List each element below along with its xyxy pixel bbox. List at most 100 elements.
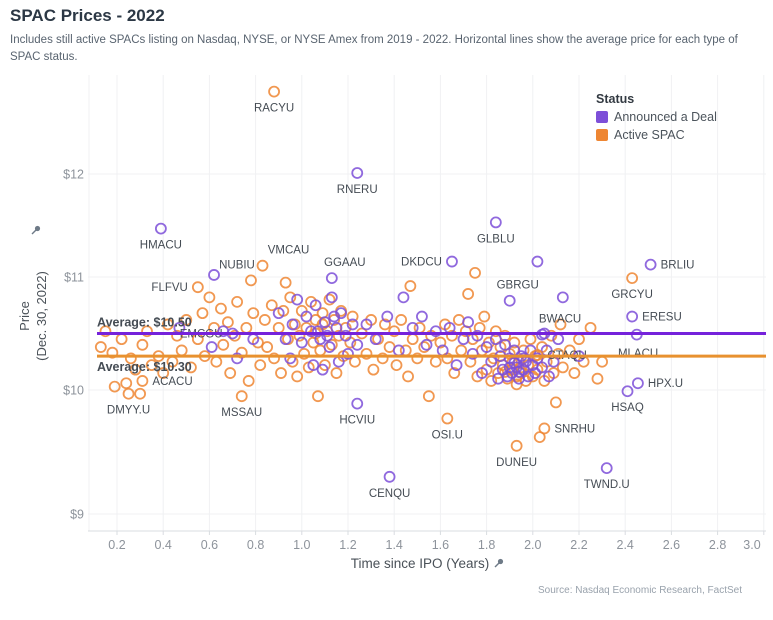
scatter-point[interactable] (120, 377, 133, 390)
scatter-point[interactable] (446, 329, 458, 342)
scatter-point[interactable] (145, 359, 158, 372)
scatter-point[interactable] (122, 387, 135, 400)
scatter-point[interactable] (531, 255, 544, 268)
scatter-point[interactable] (621, 385, 634, 398)
scatter-point[interactable] (157, 367, 170, 379)
scatter-point[interactable] (351, 338, 364, 351)
scatter-point[interactable] (487, 352, 500, 365)
scatter-point[interactable] (300, 310, 313, 323)
scatter-point[interactable] (342, 347, 354, 360)
scatter-point[interactable] (591, 372, 604, 385)
scatter-point[interactable] (538, 422, 551, 435)
scatter-point[interactable] (268, 85, 280, 98)
scatter-point[interactable] (242, 375, 255, 387)
scatter-point[interactable] (235, 390, 248, 403)
scatter-point[interactable] (381, 310, 394, 323)
scatter-point[interactable] (422, 390, 435, 403)
scatter-point[interactable] (217, 338, 230, 351)
scatter-point[interactable] (510, 439, 523, 452)
scatter-point[interactable] (245, 274, 257, 287)
scatter-point[interactable] (524, 333, 537, 346)
scatter-point[interactable] (161, 318, 174, 331)
scatter-point[interactable] (108, 380, 121, 393)
scatter-point[interactable] (221, 316, 234, 329)
scatter-point[interactable] (309, 299, 322, 312)
scatter-point[interactable] (136, 375, 149, 387)
scatter-point[interactable] (379, 318, 391, 331)
scatter-point[interactable] (265, 299, 278, 312)
y-axis-pin-icon[interactable] (30, 224, 42, 236)
scatter-point[interactable] (480, 341, 493, 353)
scatter-point[interactable] (529, 367, 542, 379)
scatter-point[interactable] (556, 361, 569, 374)
scatter-point[interactable] (346, 310, 359, 323)
scatter-point[interactable] (489, 216, 502, 229)
scatter-point[interactable] (321, 329, 334, 342)
scatter-point[interactable] (175, 344, 188, 357)
scatter-point[interactable] (185, 361, 197, 374)
scatter-point[interactable] (429, 325, 442, 338)
scatter-point[interactable] (478, 310, 491, 323)
scatter-point[interactable] (596, 355, 608, 368)
scatter-point[interactable] (305, 325, 317, 338)
scatter-point[interactable] (469, 266, 481, 279)
scatter-point[interactable] (446, 255, 458, 268)
scatter-point[interactable] (208, 269, 220, 281)
scatter-point[interactable] (455, 344, 468, 357)
scatter-point[interactable] (600, 462, 613, 475)
scatter-point[interactable] (351, 167, 364, 179)
scatter-point[interactable] (291, 293, 304, 306)
scatter-point[interactable] (550, 396, 562, 409)
scatter-point[interactable] (441, 412, 454, 425)
scatter-point[interactable] (99, 325, 112, 338)
scatter-point[interactable] (215, 302, 227, 315)
scatter-point[interactable] (298, 347, 311, 360)
scatter-point[interactable] (240, 321, 253, 334)
scatter-point[interactable] (644, 258, 657, 271)
scatter-point[interactable] (556, 291, 569, 304)
scatter-point[interactable] (450, 359, 463, 372)
scatter-point[interactable] (397, 291, 410, 304)
scatter-point[interactable] (390, 359, 403, 372)
scatter-point[interactable] (275, 367, 287, 379)
scatter-point[interactable] (312, 390, 324, 403)
scatter-point[interactable] (554, 318, 567, 331)
scatter-point[interactable] (286, 318, 299, 331)
scatter-point[interactable] (367, 363, 380, 376)
scatter-point[interactable] (323, 293, 336, 306)
scatter-point[interactable] (316, 363, 329, 376)
scatter-point[interactable] (284, 352, 297, 365)
scatter-point[interactable] (134, 387, 147, 400)
scatter-point[interactable] (476, 367, 488, 379)
scatter-point[interactable] (279, 276, 292, 289)
scatter-point[interactable] (429, 355, 442, 368)
scatter-point[interactable] (402, 370, 414, 383)
scatter-point[interactable] (536, 361, 548, 374)
scatter-point[interactable] (360, 318, 373, 331)
scatter-point[interactable] (295, 336, 308, 349)
scatter-point[interactable] (489, 325, 502, 338)
scatter-point[interactable] (323, 341, 336, 353)
scatter-point[interactable] (462, 316, 475, 329)
scatter-point[interactable] (332, 329, 345, 342)
scatter-point[interactable] (254, 359, 267, 372)
scatter-point[interactable] (293, 329, 306, 342)
scatter-point[interactable] (499, 338, 511, 351)
scatter-point[interactable] (247, 307, 260, 320)
scatter-point[interactable] (531, 352, 544, 365)
scatter-point[interactable] (420, 338, 433, 351)
scatter-point[interactable] (106, 346, 119, 359)
scatter-point[interactable] (466, 347, 479, 360)
scatter-point[interactable] (129, 363, 142, 376)
scatter-point[interactable] (434, 336, 447, 349)
scatter-point[interactable] (180, 314, 193, 326)
scatter-point[interactable] (261, 341, 274, 353)
scatter-point[interactable] (388, 325, 401, 338)
scatter-point[interactable] (517, 352, 530, 365)
scatter-point[interactable] (462, 288, 475, 300)
scatter-point[interactable] (568, 367, 581, 379)
scatter-point[interactable] (328, 310, 341, 323)
scatter-point[interactable] (231, 295, 244, 308)
scatter-point[interactable] (416, 310, 428, 323)
scatter-point[interactable] (406, 333, 419, 346)
